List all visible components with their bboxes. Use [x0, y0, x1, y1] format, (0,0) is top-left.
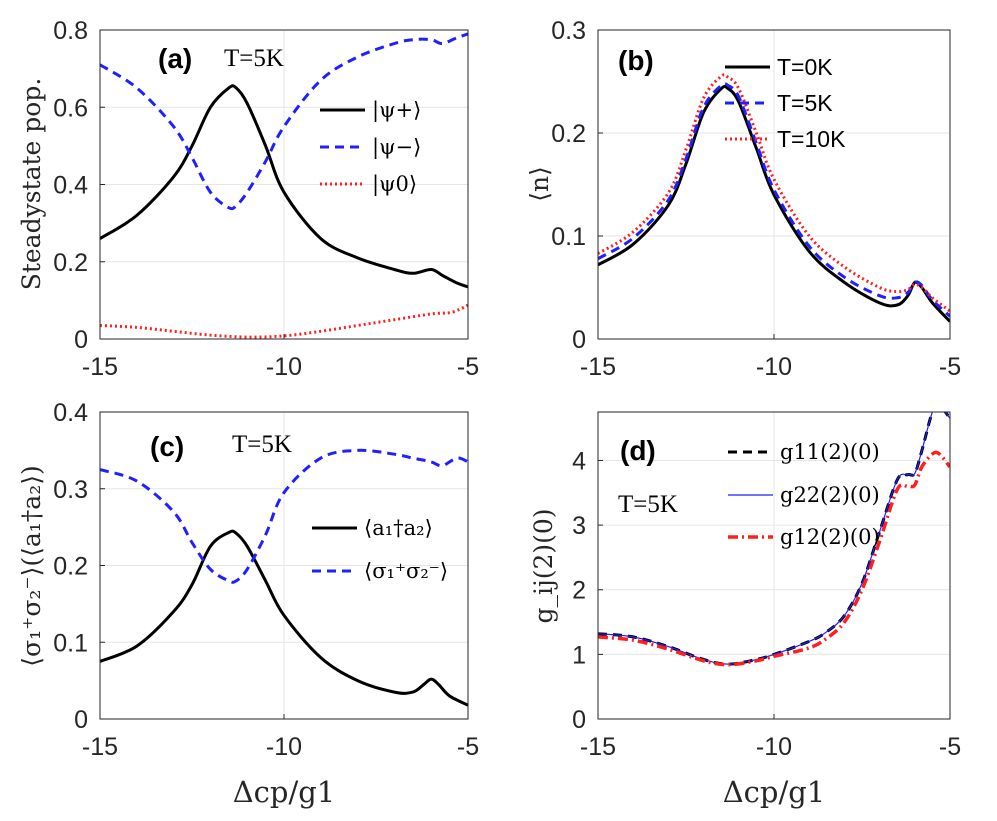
- ytick-label-1: 0.1: [551, 223, 586, 251]
- ytick-label-1: 0.1: [53, 629, 88, 657]
- ytick-label-4: 4: [572, 447, 586, 475]
- panel-d-ylabel: g_ij(2)(0): [529, 508, 558, 623]
- panel-b-series-1: [598, 82, 950, 318]
- legend-text-g12: g12(2)(0): [780, 525, 880, 549]
- panel-c-legend: ⟨a₁†a₂⟩ ⟨σ₁⁺σ₂⁻⟩: [312, 516, 448, 583]
- xtick-label-0: -15: [82, 733, 118, 761]
- ytick-label-0: 0: [74, 706, 88, 734]
- panel-c-label: (c): [150, 431, 184, 462]
- panel-a-annotation: T=5K: [224, 45, 284, 72]
- panel-a-ticks: -15 -10 -5 0 0.2 0.4 0.6 0.8: [53, 17, 479, 381]
- panel-d-xlabel: Δcp/g1: [723, 775, 826, 809]
- panel-c-annotation: T=5K: [232, 431, 292, 458]
- panel-d-legend: g11(2)(0) g22(2)(0) g12(2)(0): [728, 440, 880, 549]
- xtick-label-1: -10: [756, 733, 792, 761]
- ytick-label-2: 0.2: [53, 553, 88, 581]
- panel-a-label: (a): [158, 43, 192, 74]
- panel-d-series-2: [598, 450, 950, 667]
- panel-c-ylabel: ⟨σ₁⁺σ₂⁻⟩(⟨a₁†a₂⟩): [17, 465, 46, 666]
- xtick-label-2: -5: [939, 733, 961, 761]
- panel-a-ylabel: Steadystate pop.: [17, 78, 46, 291]
- ytick-label-0: 0: [572, 706, 586, 734]
- panel-b-series-2: [598, 73, 950, 313]
- ytick-label-4: 0.4: [53, 399, 88, 427]
- legend-text-t5k: T=5K: [777, 90, 833, 116]
- xtick-label-0: -15: [580, 733, 616, 761]
- ytick-label-0: 0: [572, 326, 586, 354]
- legend-text-psi-zero: |ψ0⟩: [372, 172, 417, 197]
- legend-text-psi-minus: |ψ−⟩: [372, 135, 421, 160]
- panel-c: -15 -10 -500.10.20.30.4 ⟨σ₁⁺σ₂⁻⟩(⟨a₁†a₂⟩) …: [17, 399, 479, 809]
- panel-a-legend: |ψ+⟩ |ψ−⟩ |ψ0⟩: [320, 98, 421, 197]
- xtick-label-2: -5: [457, 733, 479, 761]
- panel-b-series-0: [598, 84, 950, 323]
- legend-text-g22: g22(2)(0): [780, 483, 880, 507]
- legend-text-g11: g11(2)(0): [780, 440, 880, 464]
- legend-text-t0k: T=0K: [777, 54, 833, 80]
- legend-text-a1a2: ⟨a₁†a₂⟩: [364, 516, 433, 540]
- ytick-label-4: 0.8: [53, 17, 88, 45]
- panel-b-ticks: -15 -10 -5 0 0.1 0.2 0.3: [551, 17, 961, 381]
- panel-a-series: [100, 32, 468, 339]
- panel-c-series-1: [100, 448, 468, 584]
- ytick-label-1: 1: [572, 641, 586, 669]
- ytick-label-3: 3: [572, 512, 586, 540]
- ytick-label-2: 0.2: [551, 120, 586, 148]
- panel-d-annotation: T=5K: [618, 491, 678, 518]
- panel-c-ticks: -15 -10 -5 0 0.1 0.2 0.3 0.4: [53, 399, 479, 761]
- panel-d-series: [598, 412, 950, 667]
- panel-c-xlabel: Δcp/g1: [233, 775, 336, 809]
- ytick-label-3: 0.3: [551, 17, 586, 45]
- xtick-label-0: -15: [580, 353, 616, 381]
- panel-b-label: (b): [618, 45, 654, 76]
- legend-text-sigma: ⟨σ₁⁺σ₂⁻⟩: [364, 559, 448, 583]
- ytick-label-3: 0.6: [53, 94, 88, 122]
- panel-d-ticks: -15 -10 -5 0 1 2 3 4: [572, 447, 961, 761]
- xtick-label-1: -10: [756, 353, 792, 381]
- panel-b-legend: T=0K T=5K T=10K: [725, 54, 846, 152]
- panel-a: -15 -10 -5 0 0.2 0.4 0.6 0.8 Steadystate pop. (…: [17, 17, 479, 381]
- panel-b-series: [598, 73, 950, 323]
- legend-text-psi-plus: |ψ+⟩: [372, 98, 421, 123]
- legend-text-t10k: T=10K: [777, 126, 846, 152]
- xtick-label-1: -10: [266, 353, 302, 381]
- panel-c-series: [100, 448, 468, 707]
- ytick-label-1: 0.2: [53, 249, 88, 277]
- ytick-label-3: 0.3: [53, 476, 88, 504]
- xtick-label-1: -10: [266, 733, 302, 761]
- xtick-label-0: -15: [82, 353, 118, 381]
- panel-c-series-0: [100, 529, 468, 707]
- panel-b-grid: [597, 29, 951, 340]
- panel-a-series-1: [100, 32, 468, 211]
- xtick-label-2: -5: [457, 353, 479, 381]
- panel-a-series-0: [100, 84, 468, 289]
- panel-b-ylabel: ⟨n⟩: [525, 166, 554, 202]
- panel-d: -15 -10 -5 0 1 2 3 4 g_ij(2)(0) Δcp/g1 (d) T=5K…: [529, 411, 961, 809]
- ytick-label-0: 0: [74, 326, 88, 354]
- panel-d-label: (d): [620, 435, 656, 466]
- ytick-label-2: 0.4: [53, 172, 88, 200]
- panel-b: -15 -10 -5 0 0.1 0.2 0.3 ⟨n⟩ (b) T=0K T=5K T=1…: [525, 17, 961, 381]
- ytick-label-2: 2: [572, 577, 586, 605]
- xtick-label-2: -5: [939, 353, 961, 381]
- panel-a-series-2: [100, 303, 468, 339]
